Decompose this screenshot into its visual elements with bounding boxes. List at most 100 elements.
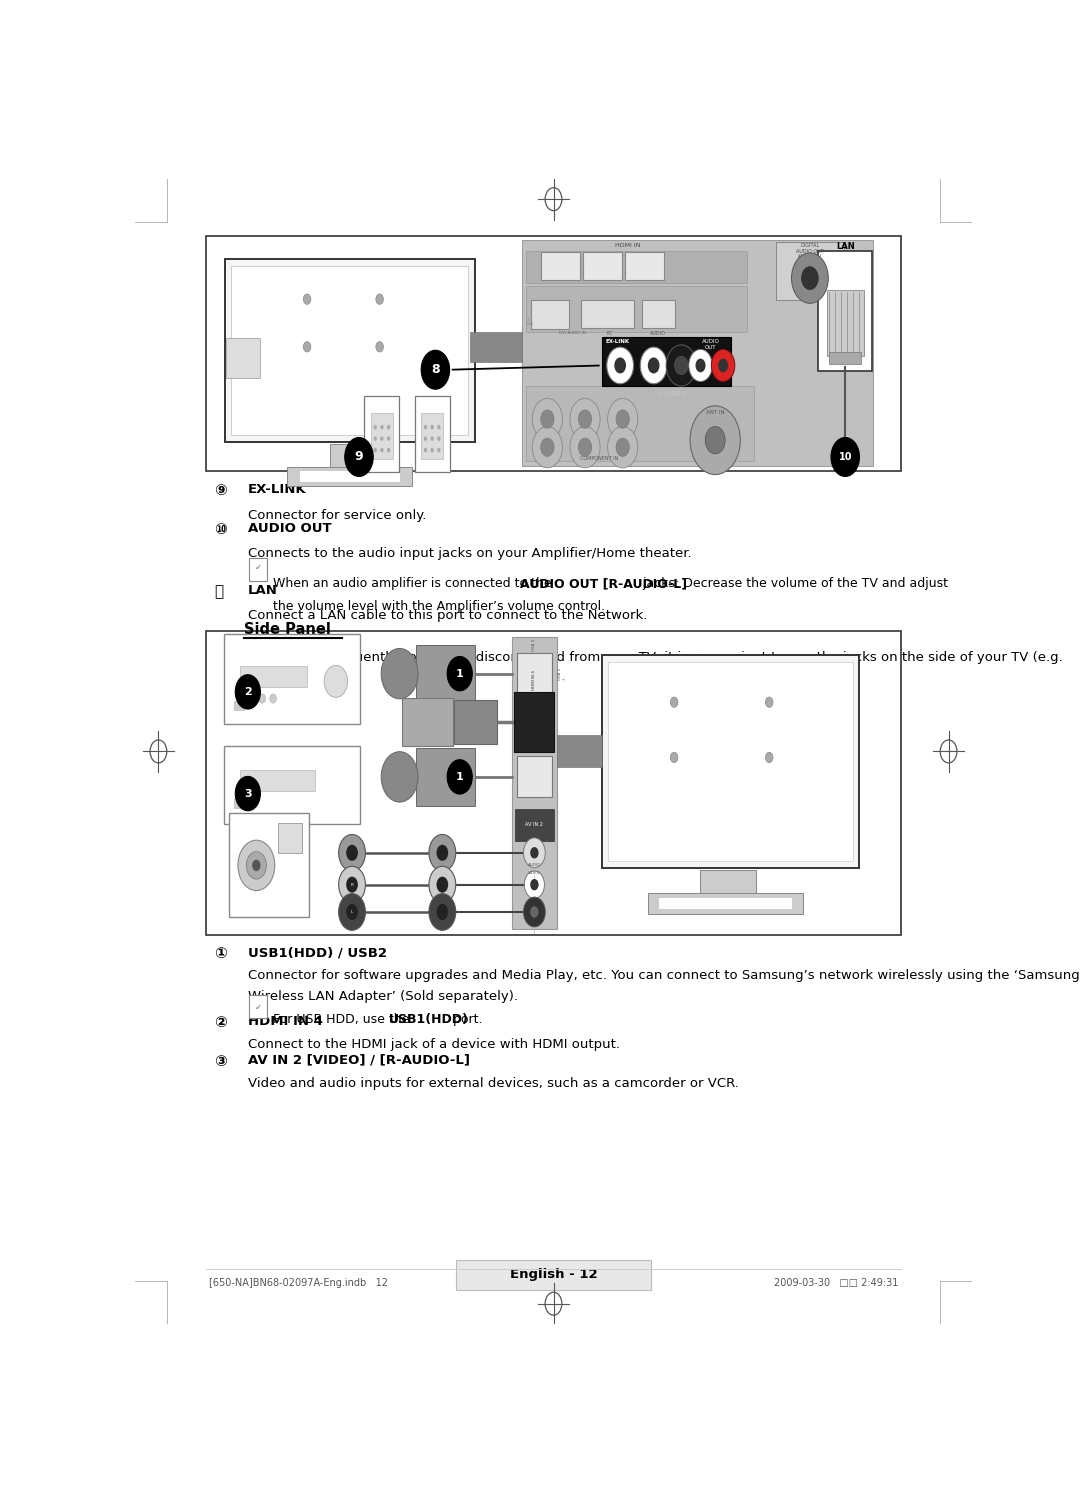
FancyBboxPatch shape — [659, 897, 793, 909]
Text: AUDIO: AUDIO — [528, 863, 541, 868]
FancyBboxPatch shape — [541, 253, 580, 280]
Text: DIGITAL
AUDIO OUT
(OPTICAL): DIGITAL AUDIO OUT (OPTICAL) — [796, 243, 824, 259]
Text: AV IN 2 [VIDEO] / [R-AUDIO-L]: AV IN 2 [VIDEO] / [R-AUDIO-L] — [248, 1054, 470, 1067]
Circle shape — [303, 295, 311, 305]
Text: ③: ③ — [215, 1054, 228, 1068]
Circle shape — [259, 693, 266, 704]
Text: ⑪: ⑪ — [215, 585, 224, 600]
Text: Camcorder).: Camcorder). — [248, 674, 330, 687]
FancyBboxPatch shape — [415, 396, 449, 472]
Circle shape — [345, 437, 374, 476]
Circle shape — [578, 409, 592, 429]
FancyBboxPatch shape — [512, 637, 557, 929]
FancyBboxPatch shape — [642, 299, 675, 327]
Circle shape — [429, 866, 456, 903]
Circle shape — [690, 406, 740, 475]
Circle shape — [423, 426, 427, 430]
Circle shape — [339, 894, 365, 930]
FancyBboxPatch shape — [287, 467, 413, 485]
Text: USB 2: USB 2 — [532, 638, 537, 650]
FancyBboxPatch shape — [231, 266, 468, 434]
Circle shape — [238, 693, 244, 704]
Circle shape — [718, 359, 728, 372]
Circle shape — [608, 399, 638, 439]
Circle shape — [530, 906, 539, 918]
FancyBboxPatch shape — [829, 353, 861, 365]
FancyBboxPatch shape — [648, 893, 802, 914]
Circle shape — [801, 266, 819, 290]
Text: ②: ② — [215, 1015, 228, 1030]
FancyBboxPatch shape — [557, 735, 603, 768]
Text: For devices frequently connected/disconnected from your TV, it is convenient to : For devices frequently connected/disconn… — [248, 650, 1063, 664]
FancyBboxPatch shape — [625, 253, 664, 280]
Circle shape — [766, 753, 773, 762]
Circle shape — [347, 905, 357, 920]
Circle shape — [248, 693, 255, 704]
Circle shape — [339, 866, 365, 903]
Text: AUDIO OUT: AUDIO OUT — [248, 522, 332, 536]
Circle shape — [447, 760, 472, 795]
Circle shape — [532, 399, 563, 439]
FancyBboxPatch shape — [248, 995, 267, 1018]
Circle shape — [792, 253, 828, 304]
FancyBboxPatch shape — [402, 698, 453, 747]
Circle shape — [421, 350, 449, 390]
Circle shape — [525, 870, 544, 899]
Circle shape — [437, 436, 441, 440]
FancyBboxPatch shape — [526, 387, 755, 461]
FancyBboxPatch shape — [224, 745, 360, 824]
FancyBboxPatch shape — [700, 870, 756, 893]
Circle shape — [339, 835, 365, 870]
FancyBboxPatch shape — [372, 414, 393, 460]
FancyBboxPatch shape — [248, 558, 267, 580]
FancyBboxPatch shape — [583, 253, 622, 280]
Circle shape — [246, 851, 267, 879]
Text: VIDEO: VIDEO — [528, 870, 541, 875]
Circle shape — [608, 427, 638, 467]
Text: 1: 1 — [456, 668, 463, 679]
Text: AUDIO OUT [R-AUDIO-L]: AUDIO OUT [R-AUDIO-L] — [521, 577, 687, 591]
Text: Video and audio inputs for external devices, such as a camcorder or VCR.: Video and audio inputs for external devi… — [248, 1077, 739, 1089]
Text: USB 2
⚡: USB 2 ⚡ — [557, 668, 566, 680]
Text: HDMI IN: HDMI IN — [615, 243, 640, 247]
Circle shape — [532, 427, 563, 467]
FancyBboxPatch shape — [517, 756, 552, 798]
FancyBboxPatch shape — [206, 631, 901, 934]
Circle shape — [374, 426, 377, 430]
Text: ANT IN: ANT IN — [706, 409, 725, 415]
Circle shape — [436, 845, 448, 860]
Circle shape — [570, 399, 600, 439]
Circle shape — [712, 350, 734, 381]
Text: L: L — [351, 911, 353, 914]
Text: |: | — [534, 929, 535, 933]
FancyBboxPatch shape — [233, 701, 244, 710]
Text: Side Panel: Side Panel — [244, 622, 330, 637]
Text: 8: 8 — [431, 363, 440, 376]
FancyBboxPatch shape — [240, 667, 307, 687]
FancyBboxPatch shape — [530, 301, 569, 329]
Text: [650-NA]BN68-02097A-Eng.indb   12: [650-NA]BN68-02097A-Eng.indb 12 — [208, 1278, 388, 1289]
Circle shape — [570, 427, 600, 467]
Text: Connect a LAN cable to this port to connect to the Network.: Connect a LAN cable to this port to conn… — [248, 610, 647, 622]
Circle shape — [324, 665, 348, 698]
Text: ⑩: ⑩ — [215, 522, 228, 537]
Text: ✓: ✓ — [255, 562, 261, 571]
Circle shape — [666, 345, 697, 385]
Text: |: | — [534, 875, 535, 879]
Circle shape — [374, 436, 377, 440]
Circle shape — [541, 437, 554, 457]
Text: R: R — [351, 882, 353, 887]
Circle shape — [530, 879, 539, 890]
Text: 3: 3 — [623, 271, 626, 275]
Text: English - 12: English - 12 — [510, 1268, 597, 1281]
Circle shape — [615, 357, 626, 373]
FancyBboxPatch shape — [819, 251, 872, 371]
Circle shape — [675, 356, 688, 375]
Circle shape — [235, 674, 260, 710]
FancyBboxPatch shape — [515, 809, 554, 842]
Text: jacks: Decrease the volume of the TV and adjust: jacks: Decrease the volume of the TV and… — [639, 577, 948, 591]
Circle shape — [429, 894, 456, 930]
Circle shape — [524, 897, 545, 927]
Circle shape — [447, 656, 472, 690]
Circle shape — [423, 436, 427, 440]
